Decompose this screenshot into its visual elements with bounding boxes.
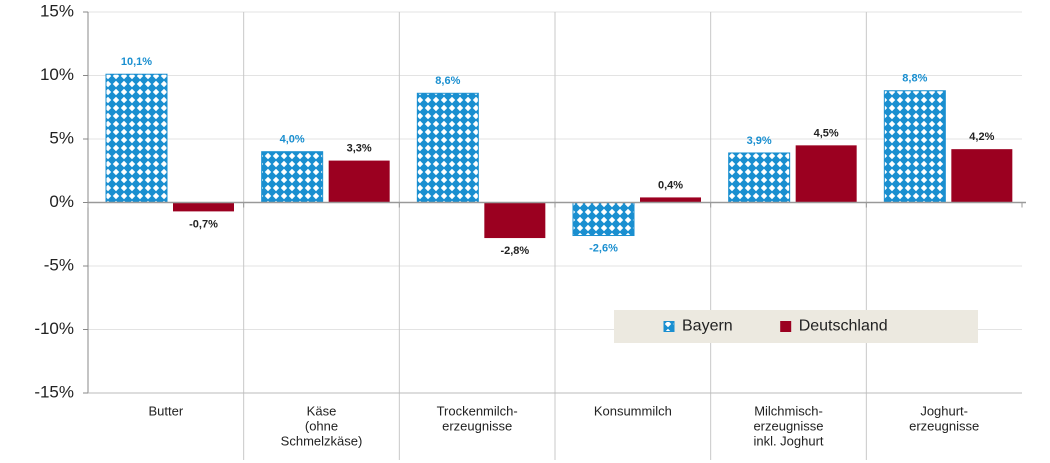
- bar: [484, 202, 546, 239]
- x-tick-label: Butter: [148, 403, 183, 418]
- value-label: 8,8%: [902, 73, 927, 85]
- value-label: 3,9%: [747, 135, 772, 147]
- legend-box: [614, 310, 978, 343]
- bar: [105, 73, 168, 204]
- x-tick-label: Schmelzkäse): [281, 433, 363, 448]
- value-label: 3,3%: [347, 142, 372, 154]
- x-tick-label: Trockenmilch-: [437, 403, 518, 418]
- x-tick-label: Joghurt-: [920, 403, 968, 418]
- y-tick-label: -5%: [44, 255, 74, 274]
- legend-swatch: [663, 321, 675, 332]
- y-tick-label: 15%: [40, 1, 74, 20]
- value-label: 4,5%: [814, 127, 839, 139]
- y-tick-label: 5%: [49, 128, 74, 147]
- value-label: 4,2%: [969, 131, 994, 143]
- y-tick-label: -10%: [34, 319, 74, 338]
- bar: [951, 149, 1013, 203]
- legend-label: Deutschland: [799, 318, 888, 335]
- legend-label: Bayern: [682, 318, 733, 335]
- y-tick-label: -15%: [34, 382, 74, 401]
- x-tick-label: erzeugnisse: [442, 418, 512, 433]
- value-label: -2,6%: [589, 242, 618, 254]
- bar: [328, 160, 390, 203]
- x-tick-label: erzeugnisse: [909, 418, 979, 433]
- x-tick-label: Konsummilch: [594, 403, 672, 418]
- y-tick-label: 10%: [40, 65, 74, 84]
- value-label: 4,0%: [280, 134, 305, 146]
- value-label: 0,4%: [658, 179, 683, 191]
- bar: [416, 92, 479, 203]
- bar: [261, 151, 324, 203]
- legend-swatch: [780, 321, 792, 332]
- bar: [883, 90, 946, 203]
- x-tick-label: Käse: [307, 403, 337, 418]
- x-tick-label: (ohne: [305, 418, 338, 433]
- value-label: -0,7%: [189, 218, 218, 230]
- bar: [572, 202, 635, 237]
- y-tick-label: 0%: [49, 192, 74, 211]
- value-label: 8,6%: [435, 75, 460, 87]
- bar: [640, 197, 701, 203]
- bar: [173, 202, 234, 212]
- x-tick-label: inkl. Joghurt: [753, 433, 823, 448]
- x-tick-label: Milchmisch-: [754, 403, 823, 418]
- bar: [728, 152, 791, 203]
- value-label: 10,1%: [121, 56, 152, 68]
- x-tick-label: erzeugnisse: [753, 418, 823, 433]
- value-label: -2,8%: [500, 245, 529, 257]
- bar: [795, 145, 857, 203]
